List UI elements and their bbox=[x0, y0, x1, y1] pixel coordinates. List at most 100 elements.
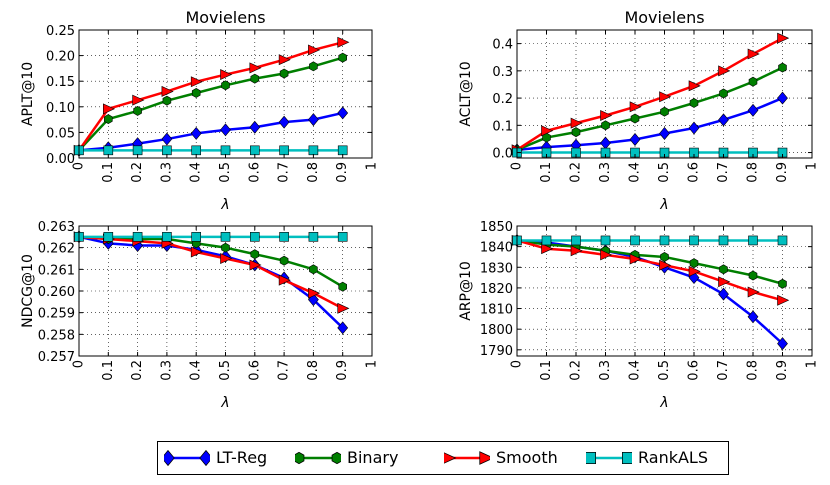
data-point-lt-reg bbox=[161, 132, 173, 146]
x-tick-label: 1 bbox=[805, 162, 820, 170]
x-tick-label: 0.8 bbox=[306, 162, 321, 183]
legend-marker-shape bbox=[199, 449, 210, 467]
data-point-rankals bbox=[308, 145, 319, 156]
legend-marker-lt-reg bbox=[199, 449, 210, 467]
data-point-binary bbox=[338, 281, 347, 292]
x-tick-label: 0.7 bbox=[277, 360, 292, 381]
x-tick-label: 0 bbox=[510, 162, 525, 170]
x-tick-label: 0.2 bbox=[130, 360, 145, 381]
y-axis-label: APLT@10 bbox=[20, 62, 36, 126]
series-line-binary bbox=[516, 239, 783, 285]
x-tick-label: 0.1 bbox=[101, 162, 116, 183]
data-point-lt-reg bbox=[777, 337, 788, 351]
data-point-lt-reg bbox=[337, 106, 349, 120]
data-point-rankals bbox=[748, 235, 758, 246]
data-point-binary bbox=[250, 249, 260, 260]
y-axis-label: NDCG@10 bbox=[20, 254, 36, 328]
legend: LT-Reg Binary Smooth RankALS bbox=[157, 441, 729, 475]
y-tick-label: 0.261 bbox=[38, 263, 75, 278]
x-axis-label: λ bbox=[659, 197, 668, 213]
x-tick-label: 0.6 bbox=[247, 162, 262, 183]
x-axis-label: λ bbox=[220, 395, 229, 411]
data-point-rankals bbox=[103, 145, 114, 156]
chart-panel-2: 0 0.1 0.2 0.3 0.4 0.5 0.6 0.7 0.8 0.9 1 0.0 0.1 0.2 0.… bbox=[458, 8, 820, 213]
x-tick-label: 0.3 bbox=[598, 360, 613, 381]
y-tick-label: 0.1 bbox=[492, 119, 513, 134]
legend-marker-shape bbox=[444, 452, 457, 464]
series-line-lt-reg bbox=[516, 96, 783, 152]
data-point-smooth bbox=[688, 80, 701, 92]
x-tick-label: 0.4 bbox=[628, 360, 643, 381]
data-point-rankals bbox=[250, 232, 260, 242]
data-point-rankals bbox=[162, 232, 172, 242]
y-tick-label: 0.4 bbox=[492, 38, 513, 53]
data-point-smooth bbox=[747, 286, 760, 298]
data-point-lt-reg bbox=[600, 136, 611, 150]
x-tick-label: 0 bbox=[72, 360, 87, 368]
legend-marker-smooth bbox=[479, 451, 490, 465]
data-point-smooth bbox=[541, 125, 554, 137]
legend-swatch-lt-reg bbox=[164, 449, 210, 467]
x-tick-label: 0.2 bbox=[569, 360, 584, 381]
data-point-binary bbox=[250, 73, 260, 84]
y-tick-label: 1790 bbox=[480, 344, 513, 359]
data-point-binary bbox=[719, 88, 728, 99]
data-point-rankals bbox=[337, 145, 348, 156]
data-point-lt-reg bbox=[777, 91, 788, 105]
data-point-smooth bbox=[220, 69, 233, 81]
series-line-binary bbox=[78, 56, 344, 152]
data-point-rankals bbox=[220, 145, 231, 156]
data-point-smooth bbox=[190, 246, 203, 258]
data-point-binary bbox=[778, 62, 787, 73]
x-tick-label: 0.3 bbox=[159, 360, 174, 381]
data-point-rankals bbox=[191, 145, 201, 156]
data-point-binary bbox=[748, 270, 758, 281]
y-tick-label: 0.3 bbox=[492, 65, 513, 80]
data-point-binary bbox=[778, 278, 787, 289]
data-point-lt-reg bbox=[629, 133, 641, 146]
data-point-smooth bbox=[600, 249, 613, 261]
series-line-lt-reg bbox=[78, 235, 344, 329]
data-point-smooth bbox=[659, 259, 672, 271]
data-point-rankals bbox=[571, 235, 581, 246]
series-line-smooth bbox=[78, 235, 344, 310]
data-point-smooth bbox=[161, 85, 174, 97]
y-tick-label: 0.0 bbox=[492, 147, 513, 162]
data-point-smooth bbox=[747, 48, 760, 60]
legend-label-lt-reg: LT-Reg bbox=[216, 448, 268, 467]
x-tick-label: 0.4 bbox=[189, 162, 204, 183]
data-point-rankals bbox=[279, 145, 289, 156]
y-tick-label: 0.258 bbox=[38, 328, 75, 343]
data-point-lt-reg bbox=[308, 113, 319, 127]
data-point-rankals bbox=[777, 235, 788, 246]
x-tick-label: 0.6 bbox=[687, 360, 702, 381]
data-point-lt-reg bbox=[747, 310, 759, 324]
y-tick-label: 1820 bbox=[480, 282, 513, 297]
legend-marker-shape bbox=[622, 452, 632, 464]
data-point-rankals bbox=[279, 232, 289, 242]
x-tick-label: 0.7 bbox=[277, 162, 292, 183]
data-point-binary bbox=[689, 258, 699, 269]
legend-marker-smooth bbox=[444, 452, 457, 464]
legend-marker-shape bbox=[586, 452, 596, 464]
data-point-binary bbox=[162, 95, 172, 106]
x-tick-label: 0.4 bbox=[189, 360, 204, 381]
x-tick-label: 0.7 bbox=[716, 360, 731, 381]
legend-marker-binary bbox=[295, 451, 305, 465]
x-tick-label: 0.1 bbox=[101, 360, 116, 381]
data-point-rankals bbox=[337, 232, 348, 242]
legend-marker-rankals bbox=[586, 452, 596, 464]
data-point-binary bbox=[309, 61, 318, 72]
data-point-lt-reg bbox=[688, 121, 700, 135]
data-point-binary bbox=[601, 120, 610, 131]
y-tick-label: 0.257 bbox=[38, 350, 75, 365]
legend-marker-binary bbox=[331, 451, 341, 465]
y-tick-label: 1850 bbox=[480, 220, 513, 235]
data-point-rankals bbox=[132, 145, 143, 156]
data-point-binary bbox=[719, 264, 728, 275]
data-point-binary bbox=[338, 52, 347, 63]
y-tick-label: 0.263 bbox=[38, 220, 75, 235]
chart-title: Movielens bbox=[185, 8, 265, 27]
x-tick-label: 0.5 bbox=[657, 360, 672, 381]
y-tick-label: 0.00 bbox=[46, 152, 75, 167]
